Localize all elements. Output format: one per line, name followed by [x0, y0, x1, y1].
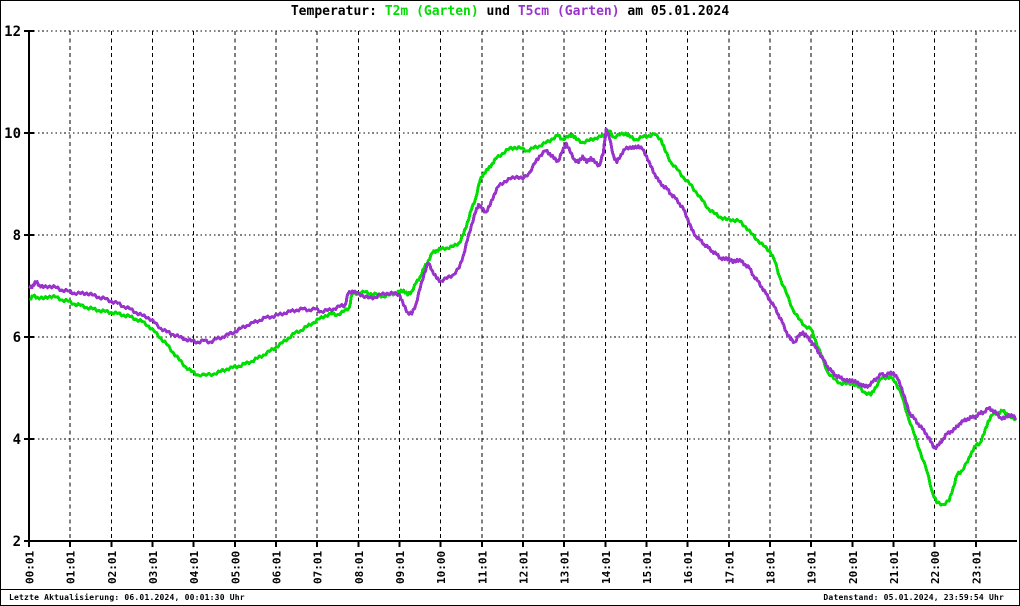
x-tick-label: 21:01	[888, 551, 901, 584]
x-tick-label: 15:01	[641, 551, 654, 584]
x-tick-label: 14:01	[600, 551, 613, 584]
y-tick-label: 4	[13, 432, 21, 448]
x-tick-label: 00:01	[24, 551, 37, 584]
y-tick-label: 10	[4, 126, 21, 142]
title-series-t2m-label: T2m (Garten)	[384, 4, 479, 19]
data-state-text: Datenstand: 05.01.2024, 23:59:54 Uhr	[823, 593, 1004, 602]
title-date: am 05.01.2024	[627, 4, 730, 19]
x-tick-label: 23:01	[970, 551, 983, 584]
title-conjunction: und	[486, 4, 510, 19]
x-tick-label: 18:01	[765, 551, 778, 584]
x-tick-label: 10:00	[435, 551, 448, 584]
x-tick-label: 08:01	[353, 551, 366, 584]
x-tick-label: 01:01	[65, 551, 78, 584]
x-tick-label: 11:01	[476, 551, 489, 584]
x-tick-label: 07:01	[312, 551, 325, 584]
last-update-text: Letzte Aktualisierung: 06.01.2024, 00:01…	[9, 593, 245, 602]
x-tick-label: 02:01	[106, 551, 119, 584]
y-tick-label: 6	[13, 330, 21, 346]
x-tick-label: 22:00	[929, 551, 942, 584]
x-tick-label: 06:01	[271, 551, 284, 584]
footer-bar: Letzte Aktualisierung: 06.01.2024, 00:01…	[1, 589, 1019, 605]
x-tick-label: 03:01	[147, 551, 160, 584]
x-tick-label: 05:00	[229, 551, 242, 584]
x-tick-label: 20:01	[847, 551, 860, 584]
x-tick-label: 12:01	[518, 551, 531, 584]
chart-title: Temperatur: T2m (Garten) und T5cm (Garte…	[1, 4, 1019, 19]
x-tick-label: 19:01	[806, 551, 819, 584]
title-series-t5cm-label: T5cm (Garten)	[517, 4, 620, 19]
x-tick-label: 17:01	[723, 551, 736, 584]
title-prefix: Temperatur:	[290, 4, 377, 19]
x-tick-label: 09:01	[394, 551, 407, 584]
x-tick-label: 13:01	[559, 551, 572, 584]
temperature-line-chart: 2 4 6 8 10 12 00:01 01:01 02:01 03:01 04:01 05:00 06…	[4, 24, 1018, 584]
y-tick-label: 12	[4, 24, 21, 40]
y-tick-label: 8	[13, 228, 21, 244]
x-tick-label: 04:01	[188, 551, 201, 584]
x-tick-label: 16:01	[682, 551, 695, 584]
t2m-line	[29, 129, 1017, 507]
t5cm-line	[28, 127, 1018, 450]
y-tick-label: 2	[13, 534, 21, 550]
